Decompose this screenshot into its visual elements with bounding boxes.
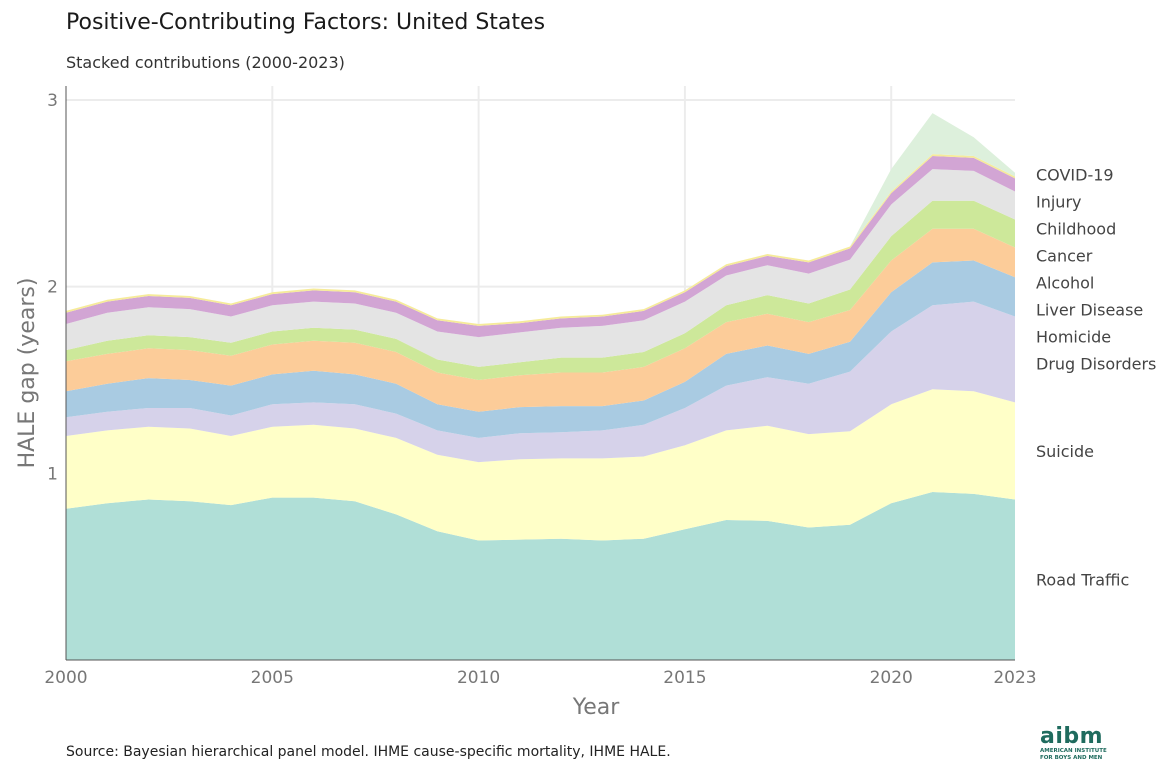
area-cancer — [66, 169, 1015, 367]
area-covid-19 — [66, 113, 1015, 324]
x-tick-label: 2005 — [251, 668, 294, 688]
y-tick-label: 1 — [47, 464, 58, 484]
logo-line1: AMERICAN INSTITUTE — [1040, 748, 1107, 754]
series-label-childhood: Childhood — [1036, 220, 1116, 239]
x-tick-label: 2015 — [663, 668, 706, 688]
area-liver-disease — [66, 228, 1015, 412]
area-alcohol — [66, 200, 1015, 380]
source-note: Source: Bayesian hierarchical panel mode… — [66, 744, 671, 760]
series-label-alcohol: Alcohol — [1036, 274, 1094, 293]
chart-title: Positive-Contributing Factors: United St… — [66, 10, 546, 35]
area-suicide — [66, 389, 1015, 541]
x-tick-label: 2020 — [870, 668, 913, 688]
tick-layer: 2000 2005 2010 2015 2020 2023 1 2 3 — [44, 91, 1036, 688]
series-label-road-traffic: Road Traffic — [1036, 571, 1129, 590]
area-layer — [66, 113, 1015, 660]
x-tick-label: 2023 — [993, 668, 1036, 688]
y-axis-label: HALE gap (years) — [15, 278, 40, 469]
area-drug-disorders — [66, 301, 1015, 463]
x-tick-label: 2010 — [457, 668, 500, 688]
series-label-injury: Injury — [1036, 193, 1082, 212]
y-tick-label: 2 — [47, 278, 58, 298]
series-label-drug-disorders: Drug Disorders — [1036, 355, 1156, 374]
aibm-logo: aibm AMERICAN INSTITUTE FOR BOYS AND MEN — [1040, 726, 1130, 770]
series-label-liver-disease: Liver Disease — [1036, 301, 1143, 320]
chart-subtitle: Stacked contributions (2000-2023) — [66, 53, 345, 72]
logo-line2: FOR BOYS AND MEN — [1040, 755, 1103, 761]
series-label-suicide: Suicide — [1036, 442, 1094, 461]
x-tick-label: 2000 — [44, 668, 87, 688]
y-tick-label: 3 — [47, 91, 58, 111]
series-label-cancer: Cancer — [1036, 247, 1093, 266]
x-axis-label: Year — [572, 695, 621, 720]
series-label-layer: COVID-19 Injury Childhood Cancer Alcohol Live… — [1036, 166, 1156, 590]
series-label-covid-19: COVID-19 — [1036, 166, 1114, 185]
axis-layer — [65, 86, 1015, 661]
area-childhood — [66, 156, 1015, 338]
logo-mark: aibm — [1040, 724, 1104, 749]
area-road-traffic — [66, 492, 1015, 660]
series-label-homicide: Homicide — [1036, 328, 1111, 347]
area-homicide — [66, 260, 1015, 438]
